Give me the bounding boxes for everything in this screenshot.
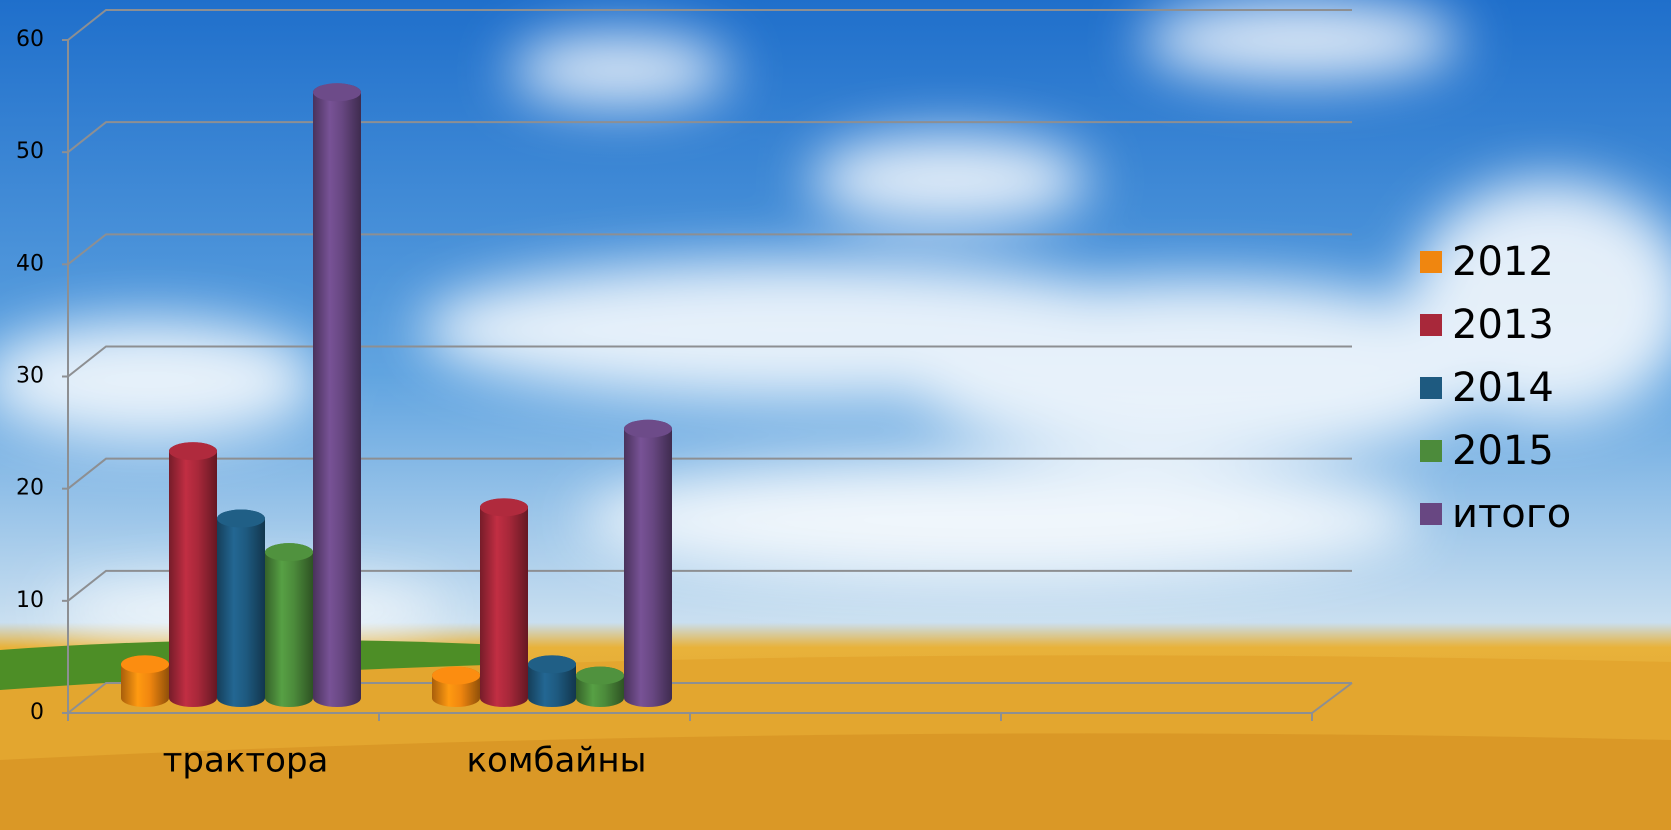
bar [169, 442, 217, 707]
grid-line [67, 121, 1352, 153]
bar-cap [576, 666, 624, 685]
grid-line [67, 9, 1352, 41]
bar-cap [169, 442, 217, 461]
legend-label: 2015 [1452, 428, 1554, 474]
y-tick-label: 10 [16, 588, 44, 613]
legend-swatch [1420, 314, 1442, 336]
legend-label: 2013 [1452, 302, 1554, 348]
bar-cap [121, 655, 169, 674]
legend-label: 2014 [1452, 365, 1554, 411]
legend-label: итого [1452, 491, 1571, 537]
grid [67, 9, 1352, 714]
bar-cap [313, 83, 361, 102]
x-tick-label: трактора [163, 741, 329, 781]
legend-swatch [1420, 377, 1442, 399]
y-tick-label: 40 [16, 251, 44, 276]
bar [624, 419, 672, 707]
y-tick-label: 60 [16, 27, 44, 52]
bar-cap [624, 419, 672, 438]
y-tick-label: 50 [16, 139, 44, 164]
grid-line [67, 233, 1352, 266]
bar-cap [480, 498, 528, 517]
bar [265, 543, 313, 707]
y-tick-label: 30 [16, 364, 44, 389]
bar-cap [217, 509, 265, 528]
x-tick-label: комбайны [467, 741, 647, 781]
bar [217, 509, 265, 707]
bars [121, 83, 672, 708]
legend-swatch [1420, 440, 1442, 462]
bar [480, 498, 528, 707]
legend-swatch [1420, 251, 1442, 273]
grid-line [67, 682, 1352, 714]
grid-line [67, 569, 1352, 602]
grid-line [67, 457, 1352, 490]
y-tick-label: 20 [16, 476, 44, 501]
legend-swatch [1420, 503, 1442, 525]
bar-cap [528, 655, 576, 674]
bar-cap [432, 666, 480, 685]
axes: 0 10 20 30 40 50 60 трактора комбайны [16, 27, 1353, 781]
grid-line [67, 345, 1352, 378]
legend: 2012 2013 2014 2015 итого [1420, 239, 1571, 537]
bar-cap [265, 543, 313, 562]
floor-edge [1311, 682, 1353, 714]
legend-label: 2012 [1452, 239, 1554, 285]
bar [313, 83, 361, 708]
y-tick-label: 0 [30, 700, 44, 725]
